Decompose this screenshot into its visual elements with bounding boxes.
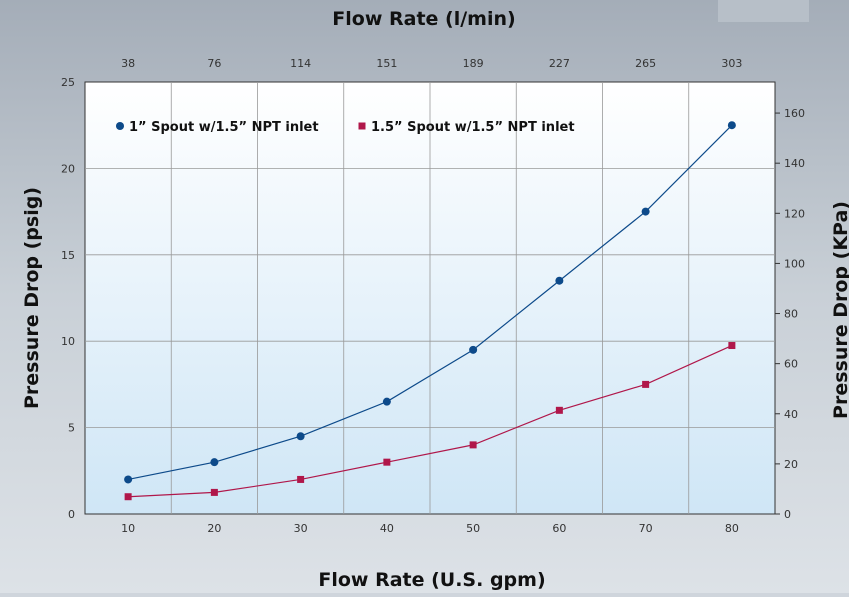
series-1-point	[124, 475, 133, 484]
y2-tick-label: 40	[784, 408, 798, 421]
legend-label-1: 1” Spout w/1.5” NPT inlet	[129, 120, 319, 135]
y-tick-label: 20	[61, 162, 75, 175]
y2-tick-label: 60	[784, 358, 798, 371]
top-axis-title: Flow Rate (l/min)	[332, 8, 515, 30]
series-2-point	[469, 441, 477, 449]
y2-tick-label: 80	[784, 308, 798, 321]
series-2-point	[383, 458, 391, 466]
series-2-point	[210, 488, 218, 496]
x-top-tick-label: 38	[121, 57, 135, 70]
y-tick-label: 25	[61, 76, 75, 89]
x-top-tick-label: 114	[290, 57, 311, 70]
series-2-point	[728, 342, 736, 350]
x-tick-label: 70	[639, 522, 653, 535]
x-tick-label: 80	[725, 522, 739, 535]
series-1-point	[641, 207, 650, 216]
series-1-point	[210, 458, 219, 467]
x-top-tick-label: 189	[463, 57, 484, 70]
legend-label-2: 1.5” Spout w/1.5” NPT inlet	[371, 120, 575, 135]
y2-axis-title: Pressure Drop (KPa)	[830, 201, 849, 419]
data-series	[124, 121, 736, 501]
y-tick-label: 15	[61, 249, 75, 262]
x-tick-label: 60	[552, 522, 566, 535]
series-2-point	[642, 380, 650, 388]
series-line-2	[128, 344, 733, 498]
corner-panel	[718, 0, 809, 22]
y2-tick-label: 20	[784, 458, 798, 471]
y2-tick-label: 160	[784, 107, 805, 120]
legend-marker-1	[116, 122, 124, 130]
grid-lines	[85, 82, 775, 514]
series-1-point	[469, 345, 478, 354]
series-1-point	[296, 432, 305, 441]
legend: 1” Spout w/1.5” NPT inlet 1.5” Spout w/1.…	[116, 120, 575, 135]
x-tick-label: 10	[121, 522, 135, 535]
y-tick-label: 0	[68, 508, 75, 521]
series-1-point	[382, 397, 391, 406]
series-2-point	[297, 475, 305, 483]
x-tick-label: 30	[294, 522, 308, 535]
series-line-1	[128, 124, 733, 481]
x-tick-label: 40	[380, 522, 394, 535]
x-top-tick-label: 76	[207, 57, 221, 70]
series-2-point	[555, 406, 563, 414]
y2-tick-label: 0	[784, 508, 791, 521]
y-tick-label: 5	[68, 422, 75, 435]
series-2-point	[124, 493, 132, 501]
x-tick-label: 20	[207, 522, 221, 535]
x-top-tick-label: 303	[721, 57, 742, 70]
series-1-point	[727, 121, 736, 130]
y2-tick-label: 100	[784, 257, 805, 270]
legend-marker-2	[358, 122, 366, 130]
x-axis-title: Flow Rate (U.S. gpm)	[318, 569, 545, 591]
x-tick-label: 50	[466, 522, 480, 535]
x-top-tick-label: 151	[376, 57, 397, 70]
x-top-tick-label: 227	[549, 57, 570, 70]
y2-tick-label: 140	[784, 157, 805, 170]
y-axis-title: Pressure Drop (psig)	[21, 187, 43, 409]
y-tick-label: 10	[61, 335, 75, 348]
y2-tick-label: 120	[784, 207, 805, 220]
series-1-point	[555, 276, 564, 285]
x-top-tick-label: 265	[635, 57, 656, 70]
